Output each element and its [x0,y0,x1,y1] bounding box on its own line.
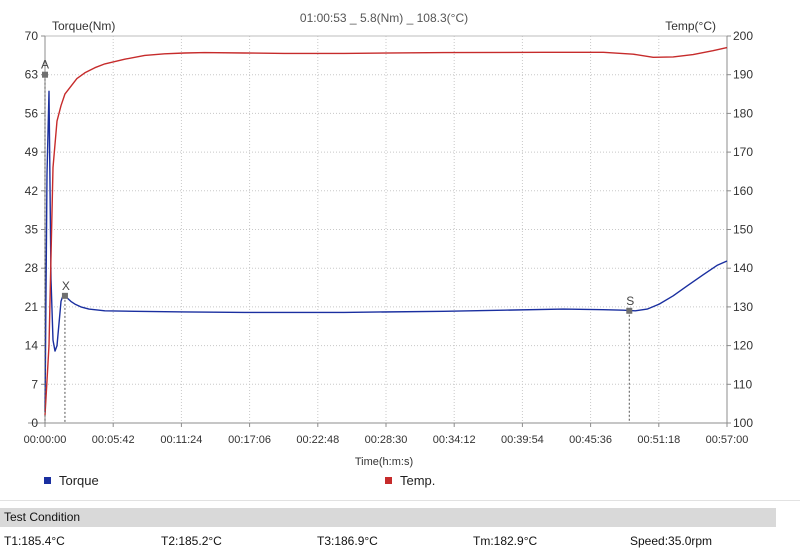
marker-point-a [42,71,48,78]
y-left-tick-label: 70 [25,29,39,43]
rheometer-chart: 01:00:53 _ 5.8(Nm) _ 108.3(°C) Torque(Nm… [24,11,754,468]
legend-temp-swatch [385,477,392,484]
y-left-tick-label: 56 [25,106,39,120]
y-left-tick-label: 14 [25,339,39,353]
y-left-tick-label: 7 [31,377,38,391]
condition-speed: Speed:35.0rpm [630,534,713,548]
y-right-axis-title: Temp(°C) [665,19,716,33]
y-right-tick-label: 200 [733,29,753,43]
x-axis-title: Time(h:m:s) [355,456,413,468]
y-left-tick-label: 35 [25,223,39,237]
y-right-tick-label: 100 [733,416,753,430]
y-left-tick-label: 49 [25,145,39,159]
legend-torque[interactable]: Torque [44,473,99,488]
marker-point-x [61,292,68,299]
legend-temp[interactable]: Temp. [385,473,435,488]
grid-lines [45,36,727,423]
test-condition-values: T1:185.4°C T2:185.2°C T3:186.9°C Tm:182.… [0,534,800,552]
legend-torque-swatch [44,477,51,484]
x-tick-label: 00:17:06 [228,434,271,446]
y-right-tick-label: 140 [733,261,753,275]
marker-point-s [626,307,633,314]
marker-label-x: X [62,279,70,293]
y-left-tick-label: 28 [25,261,39,275]
x-tick-label: 00:39:54 [501,434,544,446]
y-right-tick-label: 120 [733,339,753,353]
x-tick-label: 00:57:00 [706,434,749,446]
y-left-tick-label: 42 [25,184,39,198]
condition-tm: Tm:182.9°C [473,534,538,548]
y-left-axis-title: Torque(Nm) [52,19,115,33]
x-tick-label: 00:00:00 [24,434,67,446]
test-condition-title: Test Condition [4,510,81,524]
condition-t2: T2:185.2°C [161,534,222,548]
condition-t3: T3:186.9°C [317,534,378,548]
x-tick-label: 00:45:36 [569,434,612,446]
x-tick-label: 00:11:24 [160,434,202,446]
marker-label-s: S [626,294,634,308]
y-left-tick-label: 63 [25,68,39,82]
tick-labels: 0 7 14 21 28 35 42 49 56 63 70 100 110 120 130 140 150 16… [24,29,754,446]
legend-torque-label: Torque [59,473,99,488]
y-left-tick-label: 21 [25,300,39,314]
y-right-tick-label: 110 [733,377,752,391]
x-tick-label: 00:34:12 [433,434,476,446]
x-tick-label: 00:22:48 [296,434,339,446]
y-right-tick-label: 150 [733,223,753,237]
x-tick-label: 00:51:18 [637,434,680,446]
x-tick-label: 00:05:42 [92,434,135,446]
legend-temp-label: Temp. [400,473,436,488]
axes [28,35,731,427]
series-line-temp [44,46,728,416]
cursor-readout: 01:00:53 _ 5.8(Nm) _ 108.3(°C) [300,11,468,25]
y-right-tick-label: 170 [733,145,753,159]
series-line-torque [44,90,728,412]
event-markers: A X S [41,58,634,423]
condition-t1: T1:185.4°C [4,534,65,548]
marker-label-a: A [41,58,49,72]
y-right-tick-label: 180 [733,106,753,120]
y-right-tick-label: 160 [733,184,753,198]
test-condition-header: Test Condition [0,508,776,527]
series-lines [44,46,728,416]
y-right-tick-label: 190 [733,68,753,82]
y-left-tick-label: 0 [31,416,38,430]
divider [0,500,800,501]
x-tick-label: 00:28:30 [365,434,408,446]
y-right-tick-label: 130 [733,300,753,314]
